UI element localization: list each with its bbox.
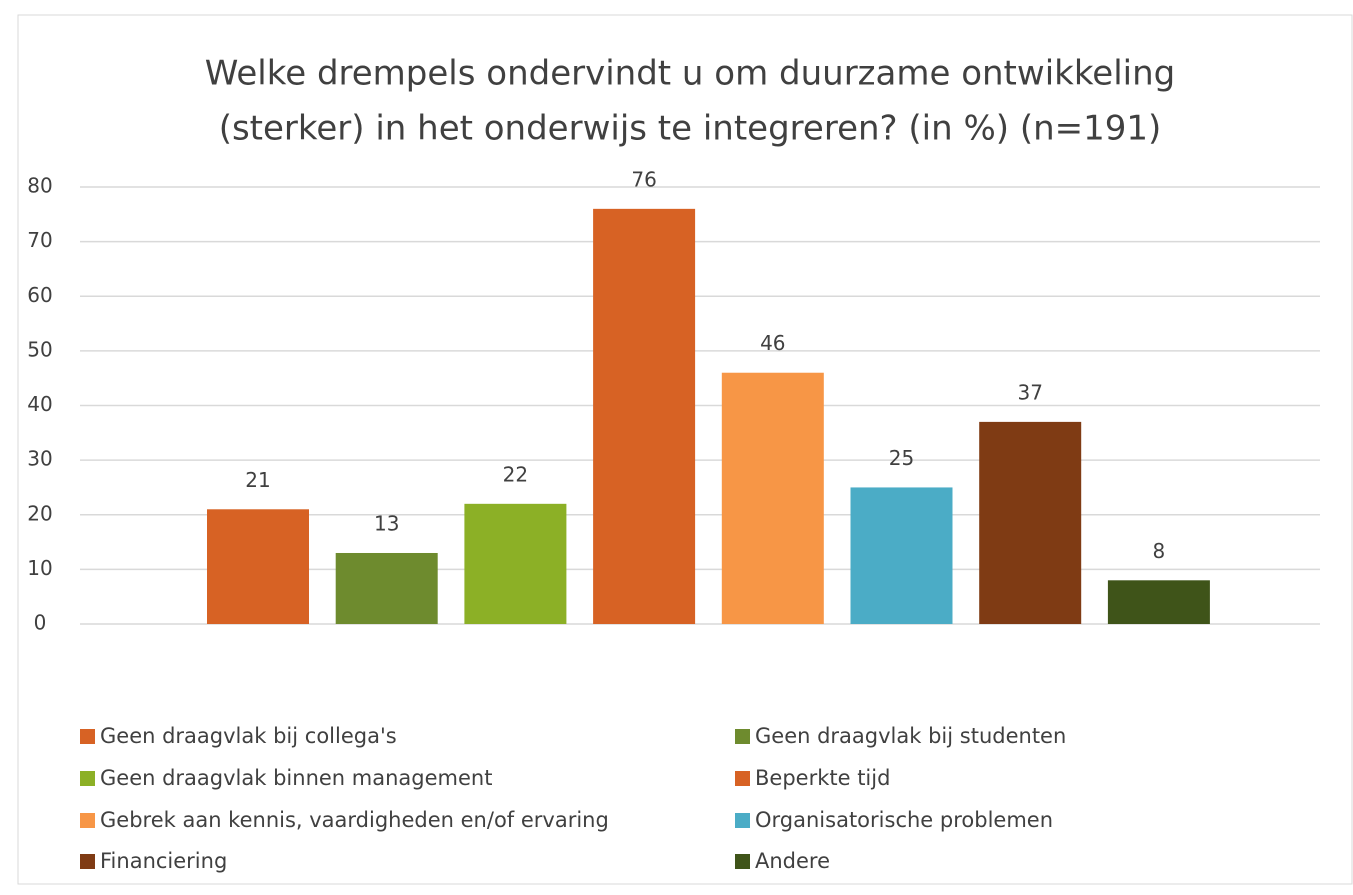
legend-label: Organisatorische problemen (755, 808, 1053, 832)
legend-swatch (80, 813, 95, 828)
bar (207, 509, 309, 624)
y-tick-label: 60 (27, 283, 52, 307)
y-tick-label: 10 (27, 556, 52, 580)
bar (850, 487, 953, 624)
legend-label: Geen draagvlak bij collega's (100, 724, 397, 748)
bar (335, 552, 438, 624)
data-label: 76 (631, 167, 656, 191)
bar (721, 372, 824, 624)
chart-title: (sterker) in het onderwijs te integreren… (219, 109, 1162, 149)
y-tick-label: 20 (27, 501, 52, 525)
legend-label: Gebrek aan kennis, vaardigheden en/of er… (100, 808, 609, 832)
legend-swatch (735, 771, 750, 786)
legend-swatch (80, 854, 95, 869)
chart-title: Welke drempels ondervindt u om duurzame … (205, 54, 1176, 94)
y-tick-label: 70 (27, 228, 52, 252)
data-label: 37 (1017, 380, 1042, 404)
legend-label: Beperkte tijd (755, 766, 890, 790)
bar (1107, 580, 1210, 624)
legend-swatch (735, 729, 750, 744)
legend-swatch (735, 813, 750, 828)
bar (464, 503, 567, 624)
data-label: 13 (374, 511, 399, 535)
data-label: 21 (245, 468, 270, 492)
bar (593, 208, 696, 624)
y-tick-label: 80 (27, 174, 52, 198)
legend-label: Geen draagvlak binnen management (100, 766, 492, 790)
data-label: 8 (1153, 539, 1166, 563)
bar (979, 421, 1082, 624)
y-tick-label: 40 (27, 392, 52, 416)
legend-swatch (80, 771, 95, 786)
legend-label: Financiering (100, 849, 227, 873)
y-tick-label: 0 (34, 611, 47, 635)
data-label: 22 (503, 462, 528, 486)
legend-label: Andere (755, 849, 830, 873)
y-tick-label: 30 (27, 447, 52, 471)
legend-label: Geen draagvlak bij studenten (755, 724, 1066, 748)
data-label: 46 (760, 331, 785, 355)
data-label: 25 (889, 446, 914, 470)
legend-swatch (735, 854, 750, 869)
y-tick-label: 50 (27, 337, 52, 361)
legend-swatch (80, 729, 95, 744)
